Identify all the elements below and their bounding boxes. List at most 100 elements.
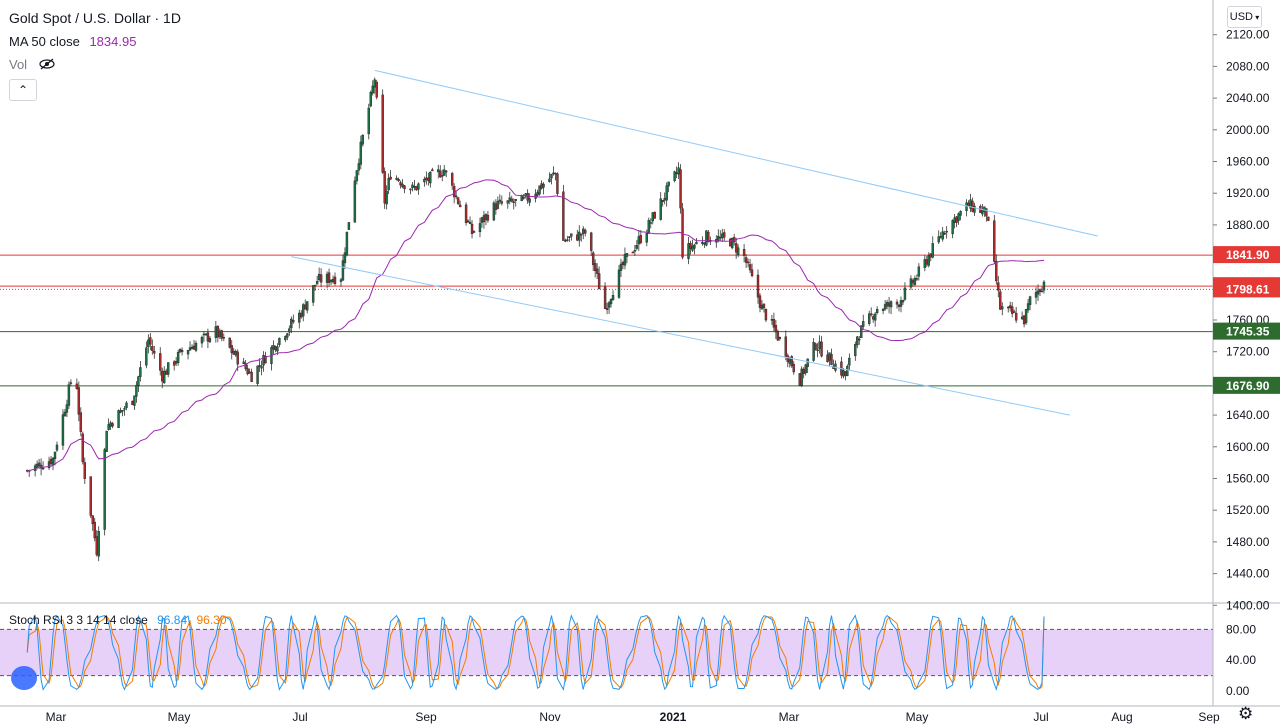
- candle-body: [995, 260, 998, 282]
- candle-body: [679, 169, 682, 209]
- candle-body: [584, 229, 587, 234]
- candle-body: [89, 476, 92, 516]
- symbol-legend: Gold Spot / U.S. Dollar · 1D: [9, 10, 181, 26]
- currency-button[interactable]: USD ▾: [1227, 6, 1262, 28]
- candle-body: [937, 236, 940, 243]
- candle-body: [149, 337, 152, 345]
- candle-body: [993, 220, 996, 262]
- candle-body: [1024, 309, 1028, 323]
- candle-body: [917, 266, 921, 277]
- candle-body: [506, 200, 509, 204]
- candle-body: [603, 286, 607, 309]
- candle-body: [844, 371, 847, 376]
- candle-body: [399, 182, 402, 186]
- candle-body: [290, 318, 293, 329]
- candle-body: [381, 94, 384, 173]
- candle-body: [939, 236, 942, 238]
- candle-body: [63, 411, 67, 417]
- candle-body: [911, 280, 915, 284]
- candle-body: [1001, 306, 1004, 310]
- candle-body: [570, 233, 573, 237]
- candle-body: [41, 467, 45, 470]
- candle-body: [895, 301, 899, 305]
- candle-body: [498, 199, 502, 202]
- candle-body: [550, 173, 553, 179]
- candle-body: [51, 457, 55, 465]
- candle-body: [943, 232, 946, 235]
- candle-body: [665, 185, 668, 201]
- candle-body: [695, 241, 698, 245]
- candle-body: [445, 170, 448, 173]
- candle-body: [1036, 290, 1040, 295]
- candle-body: [798, 373, 801, 386]
- candle-body: [540, 183, 543, 189]
- candle-body: [691, 245, 694, 251]
- candle-body: [929, 253, 932, 258]
- candle-body: [385, 190, 388, 205]
- candle-body: [109, 422, 112, 427]
- candle-body: [611, 295, 615, 301]
- candle-body: [1038, 289, 1042, 292]
- candle-body: [971, 200, 974, 212]
- candle-body: [913, 277, 917, 285]
- candle-body: [649, 222, 652, 224]
- stoch-tick-label: 80.00: [1226, 622, 1256, 636]
- candle-body: [542, 183, 545, 188]
- candle-body: [1010, 306, 1014, 314]
- candle-body: [945, 230, 948, 233]
- candle-body: [137, 376, 140, 386]
- ma-legend[interactable]: MA 50 close 1834.95: [9, 34, 136, 49]
- candle-body: [830, 353, 833, 365]
- y-tick-label: 1440.00: [1226, 567, 1270, 581]
- candle-body: [901, 300, 905, 303]
- candle-body: [105, 430, 108, 452]
- candle-body: [230, 345, 233, 354]
- candle-body: [61, 414, 65, 446]
- candle-body: [582, 228, 585, 234]
- candle-body: [860, 325, 863, 338]
- stoch-k-line: [26, 614, 1045, 692]
- candle-body: [107, 424, 110, 430]
- price-label-text: 1798.61: [1226, 282, 1270, 296]
- candle-body: [786, 355, 789, 362]
- tradingview-logo-icon[interactable]: [11, 666, 37, 690]
- candle-body: [705, 230, 708, 246]
- candle-body: [562, 191, 565, 241]
- eye-off-icon[interactable]: [39, 58, 55, 70]
- candles-layer: [25, 77, 1046, 562]
- candle-body: [744, 257, 748, 263]
- vol-legend[interactable]: Vol: [9, 57, 55, 72]
- candle-body: [439, 170, 442, 178]
- collapse-legend-button[interactable]: ⌃: [9, 79, 37, 101]
- candle-body: [389, 176, 392, 180]
- candle-body: [719, 236, 722, 239]
- price-label-tag: [1213, 246, 1280, 264]
- candle-body: [147, 339, 150, 348]
- candle-body: [286, 333, 289, 338]
- candle-body: [802, 369, 805, 374]
- candle-body: [862, 321, 865, 327]
- candle-body: [953, 217, 956, 223]
- candle-body: [427, 177, 430, 181]
- candle-body: [159, 353, 162, 371]
- candle-body: [772, 319, 776, 328]
- candle-body: [472, 231, 476, 233]
- candle-body: [631, 251, 635, 254]
- candle-body: [437, 169, 440, 173]
- candle-body: [828, 352, 831, 361]
- candle-body: [868, 313, 871, 324]
- y-tick-label: 1640.00: [1226, 408, 1270, 422]
- candle-body: [166, 362, 170, 375]
- candle-body: [903, 287, 907, 300]
- candle-body: [347, 222, 351, 230]
- candle-body: [617, 269, 621, 298]
- candle-body: [703, 242, 706, 245]
- gear-icon[interactable]: ⚙: [1238, 704, 1254, 723]
- y-tick-label: 2000.00: [1226, 123, 1270, 137]
- candle-body: [190, 346, 194, 350]
- candle-body: [178, 348, 182, 353]
- y-tick-label: 1880.00: [1226, 218, 1270, 232]
- candle-body: [133, 395, 136, 406]
- candle-body: [397, 179, 400, 182]
